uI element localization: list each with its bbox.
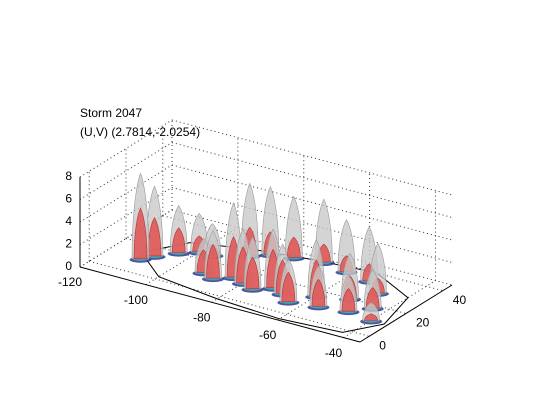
z-tick-label: 0 — [65, 259, 72, 273]
x-tick-label: -120 — [58, 275, 82, 289]
grid-line-z — [79, 142, 173, 200]
inner-isosurface-peak — [245, 256, 260, 290]
x-tick-label: -100 — [124, 293, 148, 307]
grid-line-y — [89, 260, 370, 337]
y-tick-label: 0 — [379, 338, 386, 352]
outer-isosurface-peak — [284, 195, 303, 258]
x-tick-label: -80 — [193, 310, 211, 324]
x-tick-label: -60 — [259, 328, 277, 342]
x-tick-label: -40 — [325, 346, 343, 360]
tick-labels: 0 2 4 6 8 -120 -100 -80 -60 -40 0 20 40 — [58, 169, 466, 360]
y-axis-line — [359, 284, 453, 343]
inner-isosurface-peak — [171, 227, 186, 253]
inner-isosurface-peak — [365, 287, 380, 309]
grid-line-z — [171, 187, 453, 263]
grid-line-z — [171, 142, 453, 218]
grid-line-z — [171, 164, 453, 241]
inner-isosurface-peak — [133, 207, 148, 260]
grid-line-z — [171, 209, 453, 286]
y-tick-label: 20 — [416, 316, 430, 330]
inner-isosurface-peak — [206, 243, 220, 279]
z-tick-label: 6 — [65, 192, 72, 206]
grid-line-z — [171, 119, 453, 196]
y-tick-label: 40 — [453, 293, 467, 307]
outer-isosurface-peak — [315, 198, 333, 263]
x-axis-line — [79, 266, 361, 343]
inner-isosurface-peak — [286, 236, 301, 258]
chart-title: Storm 2047 — [80, 106, 143, 120]
inner-isosurface-peak — [281, 271, 296, 302]
z-tick-label: 8 — [65, 169, 72, 183]
axes-grid — [79, 119, 453, 343]
z-tick-label: 2 — [65, 237, 72, 251]
z-tick-label: 4 — [65, 214, 72, 228]
chart-subtitle: (U,V) (2.7814,-2.0254) — [80, 125, 201, 139]
surface-layer — [129, 172, 389, 325]
inner-isosurface-peak — [341, 288, 356, 312]
inner-isosurface-peak — [311, 278, 326, 307]
inner-isosurface-peak — [364, 313, 378, 321]
